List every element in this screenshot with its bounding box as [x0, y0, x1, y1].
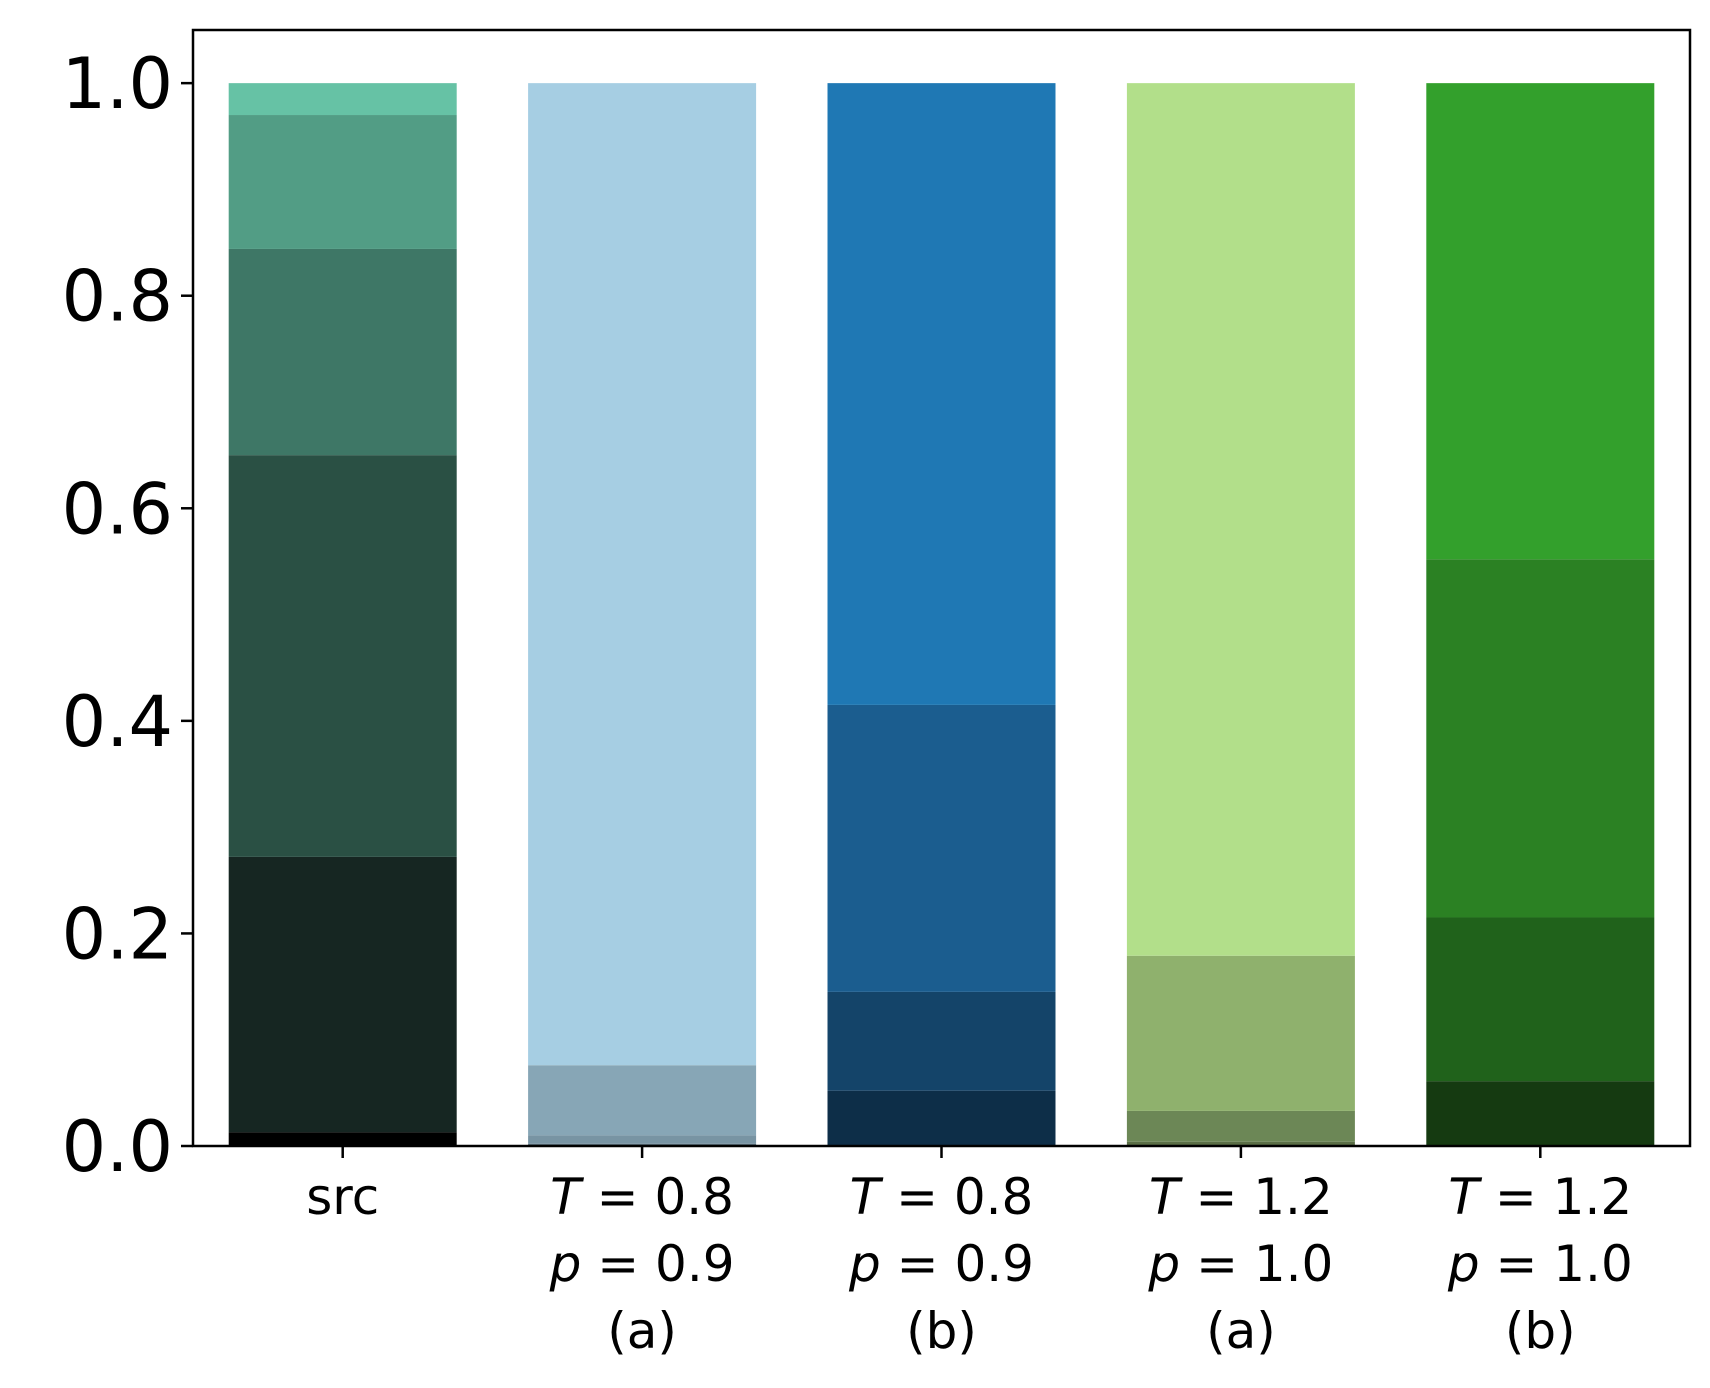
bar-4-segment-1 [1126, 1141, 1355, 1146]
x-tick-label-1: src [306, 1168, 379, 1226]
y-tick-label-3: 0.6 [62, 468, 173, 550]
y-tick-label-5: 1.0 [62, 43, 173, 125]
y-axis: 0.0 0.2 0.4 0.6 0.8 1.0 [62, 43, 193, 1188]
bar-3-segment-1 [827, 1090, 1056, 1146]
y-tick-label-1: 0.2 [62, 893, 173, 975]
bar-4-segment-2 [1126, 1110, 1355, 1142]
bar-2-segment-4 [528, 83, 757, 1066]
plot-frame [191, 28, 1692, 1148]
bar-1-segment-3 [228, 455, 457, 857]
bar-5-segment-4 [1426, 83, 1655, 560]
bar-1-segment-6 [228, 83, 457, 116]
bar-1-segment-4 [228, 248, 457, 456]
bar-5-segment-3 [1426, 559, 1655, 918]
bar-1-segment-1 [228, 1132, 457, 1146]
y-tick-label-0: 0.0 [62, 1106, 173, 1188]
x-tick-label-5: T = 1.2 p = 1.0 (b) [1447, 1168, 1633, 1360]
bar-2-segment-2 [528, 1135, 757, 1144]
bar-5-segment-1 [1426, 1081, 1655, 1146]
bar-1-segment-5 [228, 115, 457, 249]
bar-5-segment-2 [1426, 917, 1655, 1082]
bar-3-segment-4 [827, 83, 1056, 705]
bar-3-segment-3 [827, 704, 1056, 992]
bar-4-segment-3 [1126, 955, 1355, 1111]
y-tick-label-4: 0.8 [62, 256, 173, 338]
bar-1-segment-2 [228, 856, 457, 1133]
x-tick-label-2: T = 0.8 p = 0.9 (a) [549, 1168, 735, 1360]
y-tick-label-2: 0.4 [62, 681, 173, 763]
x-tick-label-3: T = 0.8 p = 0.9 (b) [848, 1168, 1034, 1360]
x-axis: src T = 0.8 p = 0.9 (a) T = 0.8 p = 0.9 (b) T =… [306, 1146, 1633, 1360]
bar-2-segment-3 [528, 1065, 757, 1136]
x-tick-label-4: T = 1.2 p = 1.0 (a) [1147, 1168, 1333, 1360]
bar-4-segment-4 [1126, 83, 1355, 956]
bar-3-segment-2 [827, 991, 1056, 1091]
bars-group [228, 83, 1655, 1146]
